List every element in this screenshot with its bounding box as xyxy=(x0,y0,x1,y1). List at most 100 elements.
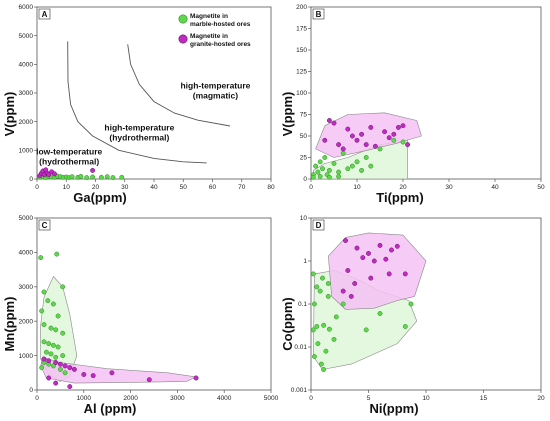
data-point xyxy=(354,159,360,165)
x-tick-label: 50 xyxy=(537,184,545,191)
data-point xyxy=(321,322,327,328)
data-point xyxy=(345,166,351,172)
field-annotation: low-temperature (hydrothermal) xyxy=(36,147,102,167)
data-point xyxy=(146,377,152,383)
y-tick-label: 125 xyxy=(296,69,307,76)
x-axis-label: Ni(ppm) xyxy=(369,401,418,416)
data-point xyxy=(98,174,104,180)
x-tick-label: 70 xyxy=(238,184,246,191)
x-axis-label: Al (ppm) xyxy=(84,401,137,416)
panel-c: 0 1000 2000 3000 4000 5000 0 1000 2000 3000 4000 50… xyxy=(2,215,279,416)
x-tick-label: 30 xyxy=(121,184,129,191)
x-tick-label: 10 xyxy=(422,395,430,402)
legend-label: Magnetite in granite-hosted ores xyxy=(190,33,251,48)
data-point xyxy=(314,284,320,290)
data-point xyxy=(377,311,383,316)
data-point xyxy=(352,281,358,286)
series-marble-hosted xyxy=(310,137,406,180)
x-tick-label: 80 xyxy=(267,184,275,191)
data-point xyxy=(336,169,342,175)
data-point xyxy=(333,314,339,320)
data-point xyxy=(119,174,125,180)
data-point xyxy=(48,351,54,357)
data-point xyxy=(368,275,374,281)
data-point xyxy=(326,326,332,332)
data-point xyxy=(368,163,374,169)
data-point xyxy=(41,339,47,345)
field-annotation: high-temperature (magmatic) xyxy=(180,81,250,101)
x-tick-label: 50 xyxy=(180,184,188,191)
panel-label: D xyxy=(316,221,322,230)
data-point xyxy=(53,360,59,365)
legend-marker xyxy=(178,34,188,44)
y-axis-label: Mn(ppm) xyxy=(2,297,17,352)
data-point xyxy=(104,174,110,180)
data-point xyxy=(377,242,383,248)
data-point xyxy=(320,275,325,281)
panel-b: 0 10 20 30 40 50 0 25 50 75 100 125 150 175 200 Ti(ppm)… xyxy=(280,4,545,205)
x-axis-label: Ti(ppm) xyxy=(376,190,423,205)
data-point xyxy=(81,372,87,377)
data-point xyxy=(359,131,365,137)
data-point xyxy=(359,167,365,173)
y-tick-label: 4000 xyxy=(19,250,34,257)
data-point xyxy=(41,289,47,295)
legend: Magnetite in marble-hosted ores Magnetite … xyxy=(178,13,251,48)
data-point xyxy=(322,155,328,160)
y-tick-label: 2000 xyxy=(19,119,34,126)
data-point xyxy=(336,173,342,179)
data-point xyxy=(43,349,49,355)
data-point xyxy=(326,167,332,173)
panel-a: 0 10 20 30 40 50 60 70 80 0 1000 2000 3000 4000 5000 60… xyxy=(2,4,275,205)
series-granite-hosted xyxy=(41,356,199,390)
data-point xyxy=(354,245,360,251)
data-point xyxy=(48,325,54,331)
x-tick-label: 20 xyxy=(537,395,545,402)
y-tick-label: 0.001 xyxy=(291,387,308,394)
data-point xyxy=(382,129,388,135)
data-point xyxy=(109,370,115,376)
x-tick-label: 4000 xyxy=(217,395,232,402)
data-point xyxy=(354,137,360,143)
data-point xyxy=(62,370,68,376)
y-tick-label: 4000 xyxy=(19,62,34,69)
data-point xyxy=(110,175,116,181)
y-tick-label: 1000 xyxy=(19,353,34,360)
data-point xyxy=(57,361,63,367)
y-tick-label: 10 xyxy=(300,215,308,222)
x-tick-label: 0 xyxy=(309,184,313,191)
data-point xyxy=(313,163,319,169)
data-point xyxy=(38,255,44,261)
y-tick-label: 1000 xyxy=(19,148,34,155)
y-tick-label: 25 xyxy=(300,155,308,162)
data-point xyxy=(343,238,348,243)
data-point xyxy=(405,142,411,148)
data-point xyxy=(90,373,96,379)
y-tick-label: 5000 xyxy=(19,33,34,40)
data-point xyxy=(371,258,377,264)
data-point xyxy=(318,361,324,367)
data-point xyxy=(62,363,68,369)
magenta-field xyxy=(315,112,422,158)
data-point xyxy=(52,171,57,177)
y-tick-label: 100 xyxy=(296,90,307,97)
data-point xyxy=(340,288,346,294)
data-point xyxy=(408,301,414,307)
data-point xyxy=(326,174,332,180)
data-point xyxy=(90,167,96,173)
data-point xyxy=(326,118,332,123)
x-tick-label: 10 xyxy=(353,184,361,191)
data-point xyxy=(349,133,355,139)
data-point xyxy=(340,146,346,152)
data-point xyxy=(310,327,316,333)
y-tick-label: 200 xyxy=(296,4,307,11)
panel-d: 0 5 10 15 20 0.001 0.01 0.1 1 10 Ni(ppm) Co(ppm) D xyxy=(280,215,545,416)
data-point xyxy=(53,354,59,360)
x-tick-label: 0 xyxy=(309,395,313,402)
panel-label-box xyxy=(312,219,325,231)
data-point xyxy=(60,330,66,336)
data-point xyxy=(348,293,354,299)
data-point xyxy=(340,301,346,307)
data-point xyxy=(363,142,369,148)
y-tick-label: 75 xyxy=(300,112,308,119)
